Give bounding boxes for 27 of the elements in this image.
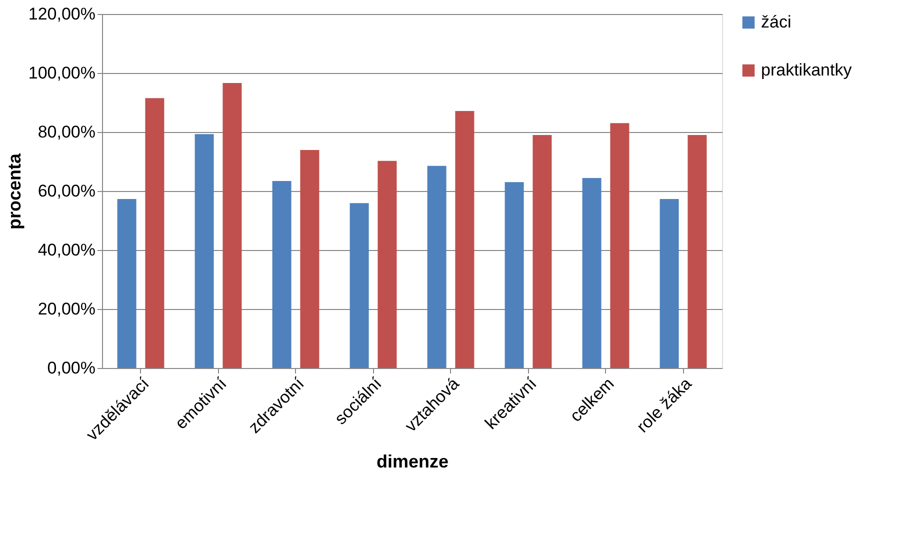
bar (145, 98, 164, 368)
bar (504, 182, 524, 368)
bar (222, 83, 242, 368)
bar (660, 198, 679, 368)
y-tick-label: 80,00% (38, 122, 96, 142)
bar (378, 160, 397, 368)
y-tick-label: 100,00% (28, 64, 96, 82)
bar (582, 178, 602, 368)
y-tick-label: 40,00% (38, 240, 96, 260)
bar (350, 203, 369, 368)
bar (455, 111, 474, 368)
bar (427, 166, 446, 368)
legend-label: praktikantky (761, 60, 852, 80)
bar (300, 150, 320, 368)
y-tick-label: 120,00% (28, 4, 96, 24)
y-tick-label: 20,00% (38, 300, 96, 318)
bar (272, 180, 292, 368)
bar (688, 134, 707, 368)
y-tick-label: 0,00% (47, 358, 96, 378)
legend-label: žáci (761, 12, 792, 32)
bar (194, 134, 214, 368)
y-tick-label: 60,00% (38, 182, 96, 200)
bar (117, 198, 136, 368)
x-axis-title: dimenze (376, 452, 449, 472)
bar (610, 123, 630, 368)
bar (532, 134, 552, 368)
y-axis-title: procenta (4, 152, 24, 230)
